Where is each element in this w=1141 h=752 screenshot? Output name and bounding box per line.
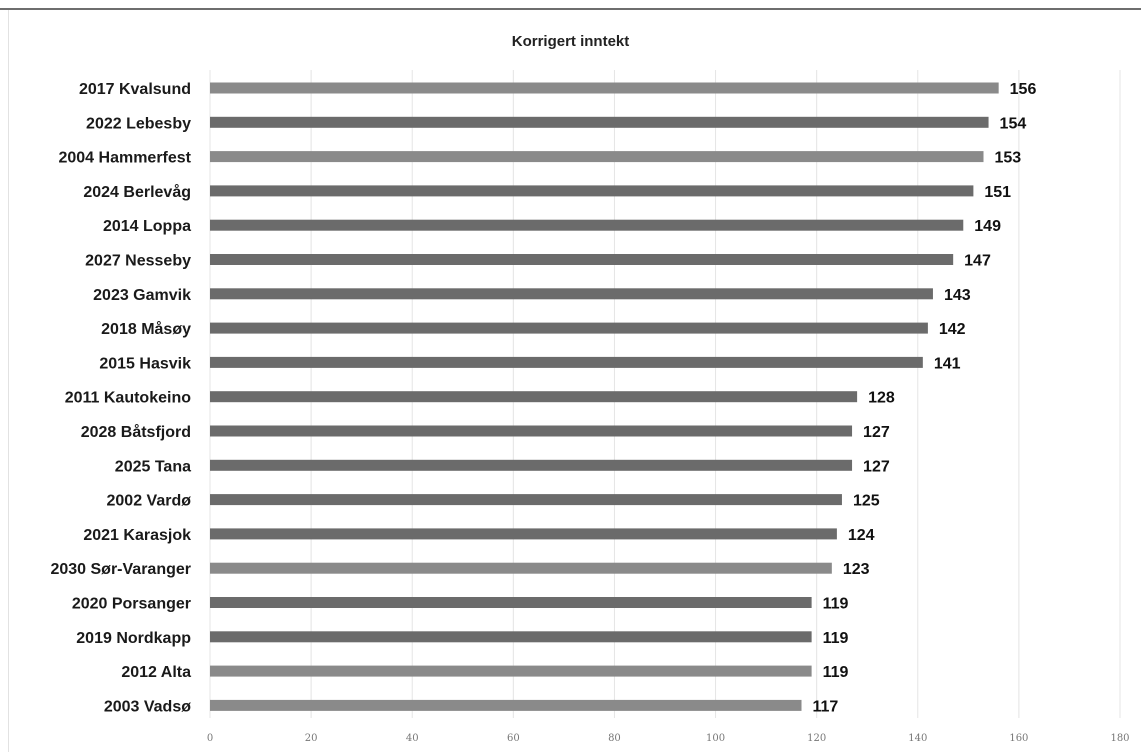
category-label: 2003 Vadsø xyxy=(104,698,191,715)
value-label: 124 xyxy=(848,527,875,544)
value-label: 128 xyxy=(868,390,895,407)
x-tick-label: 60 xyxy=(507,733,520,744)
value-label: 125 xyxy=(853,493,880,510)
category-label: 2018 Måsøy xyxy=(101,320,191,338)
value-label: 154 xyxy=(1000,115,1027,132)
value-label: 123 xyxy=(843,561,870,578)
bar xyxy=(210,631,812,643)
category-label: 2025 Tana xyxy=(115,458,191,475)
bar xyxy=(210,459,853,471)
bar xyxy=(210,528,837,540)
value-label: 143 xyxy=(944,287,971,304)
value-label: 127 xyxy=(863,458,890,475)
x-tick-label: 0 xyxy=(207,733,213,744)
bar xyxy=(210,562,832,574)
bar xyxy=(210,219,964,231)
category-label: 2019 Nordkapp xyxy=(76,630,191,647)
category-label: 2030 Sør-Varanger xyxy=(50,561,191,578)
left-border xyxy=(8,10,9,752)
bar xyxy=(210,151,984,163)
value-label: 147 xyxy=(964,253,991,270)
value-label: 149 xyxy=(974,218,1001,235)
category-label: 2012 Alta xyxy=(121,664,191,681)
bar xyxy=(210,116,989,128)
bar xyxy=(210,391,858,403)
x-tick-label: 120 xyxy=(807,733,826,744)
category-label: 2014 Loppa xyxy=(103,218,191,235)
x-tick-label: 40 xyxy=(406,733,419,744)
bar xyxy=(210,356,923,368)
category-label: 2020 Porsanger xyxy=(72,596,191,613)
bar xyxy=(210,185,974,197)
category-label: 2027 Nesseby xyxy=(85,253,191,270)
category-label: 2017 Kvalsund xyxy=(79,81,191,98)
value-label: 119 xyxy=(823,596,849,613)
bar xyxy=(210,665,812,677)
value-label: 156 xyxy=(1010,81,1037,98)
category-label: 2002 Vardø xyxy=(107,493,192,510)
chart-title: Korrigert inntekt xyxy=(511,33,630,50)
bar xyxy=(210,82,999,94)
value-label: 151 xyxy=(984,184,1011,201)
x-tick-label: 160 xyxy=(1009,733,1028,744)
x-tick-label: 80 xyxy=(608,733,621,744)
category-label: 2015 Hasvik xyxy=(99,355,191,372)
category-label: 2028 Båtsfjord xyxy=(81,423,191,441)
bar xyxy=(210,425,853,437)
value-label: 127 xyxy=(863,424,890,441)
x-tick-label: 180 xyxy=(1110,733,1129,744)
bar xyxy=(210,254,954,265)
bar xyxy=(210,699,802,711)
category-label: 2021 Karasjok xyxy=(83,527,191,544)
top-border xyxy=(0,8,1141,10)
category-label: 2004 Hammerfest xyxy=(58,150,191,167)
bar xyxy=(210,597,812,608)
x-tick-label: 140 xyxy=(908,733,927,744)
category-label: 2024 Berlevåg xyxy=(83,183,191,201)
value-label: 119 xyxy=(823,630,849,647)
value-label: 117 xyxy=(813,698,839,715)
value-label: 153 xyxy=(995,150,1022,167)
category-label: 2022 Lebesby xyxy=(86,115,191,132)
value-label: 141 xyxy=(934,355,961,372)
category-label: 2011 Kautokeino xyxy=(65,390,192,407)
bar xyxy=(210,322,928,334)
value-label: 142 xyxy=(939,321,966,338)
bar xyxy=(210,288,933,300)
value-label: 119 xyxy=(823,664,849,681)
category-label: 2023 Gamvik xyxy=(93,287,191,304)
x-tick-label: 100 xyxy=(706,733,725,744)
bar xyxy=(210,494,842,506)
x-tick-label: 20 xyxy=(305,733,318,744)
